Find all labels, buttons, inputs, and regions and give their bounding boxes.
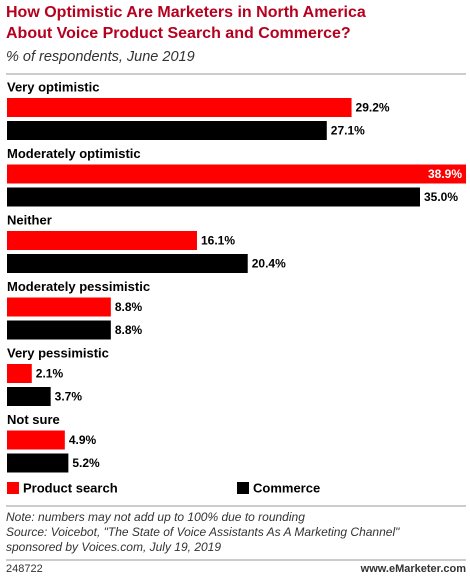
value-label: 5.2% [72,456,100,470]
chart-id: 248722 [6,563,43,575]
legend-label: Product search [23,480,118,495]
bar [7,297,111,317]
value-label: 20.4% [252,257,286,271]
bar [7,98,352,117]
note: Note: numbers may not add up to 100% due… [6,510,305,524]
bar [7,320,111,340]
bar [7,254,248,273]
category-label: Moderately optimistic [7,146,141,161]
bar [7,387,51,406]
bar [7,187,420,207]
value-label: 27.1% [331,124,365,138]
chart-title: How Optimistic Are Marketers in North Am… [6,4,366,21]
value-label: 29.2% [356,101,390,115]
bar [7,430,65,450]
source: Source: Voicebot, "The State of Voice As… [6,525,400,539]
value-label: 35.0% [424,190,458,204]
chart-title: About Voice Product Search and Commerce? [6,25,351,42]
bar [7,231,197,250]
bar [7,453,69,473]
value-label: 4.9% [69,433,97,447]
value-label: 8.8% [115,323,143,337]
value-label: 16.1% [201,234,235,248]
bar [7,364,32,383]
source: sponsored by Voices.com, July 19, 2019 [6,540,221,554]
category-label: Not sure [7,412,60,427]
bar [7,121,327,140]
value-label: 8.8% [115,300,143,314]
value-label: 2.1% [36,367,64,381]
legend-swatch [7,482,19,494]
chart-subtitle: % of respondents, June 2019 [6,49,195,65]
site: www.eMarketer.com [360,563,467,575]
category-label: Very optimistic [7,79,99,94]
category-label: Neither [7,212,52,227]
legend-label: Commerce [253,480,320,495]
bar [7,164,467,184]
legend-swatch [237,482,249,494]
value-label: 3.7% [55,390,83,404]
value-label: 38.9% [428,167,462,181]
category-label: Moderately pessimistic [7,279,150,294]
category-label: Very pessimistic [7,345,109,360]
